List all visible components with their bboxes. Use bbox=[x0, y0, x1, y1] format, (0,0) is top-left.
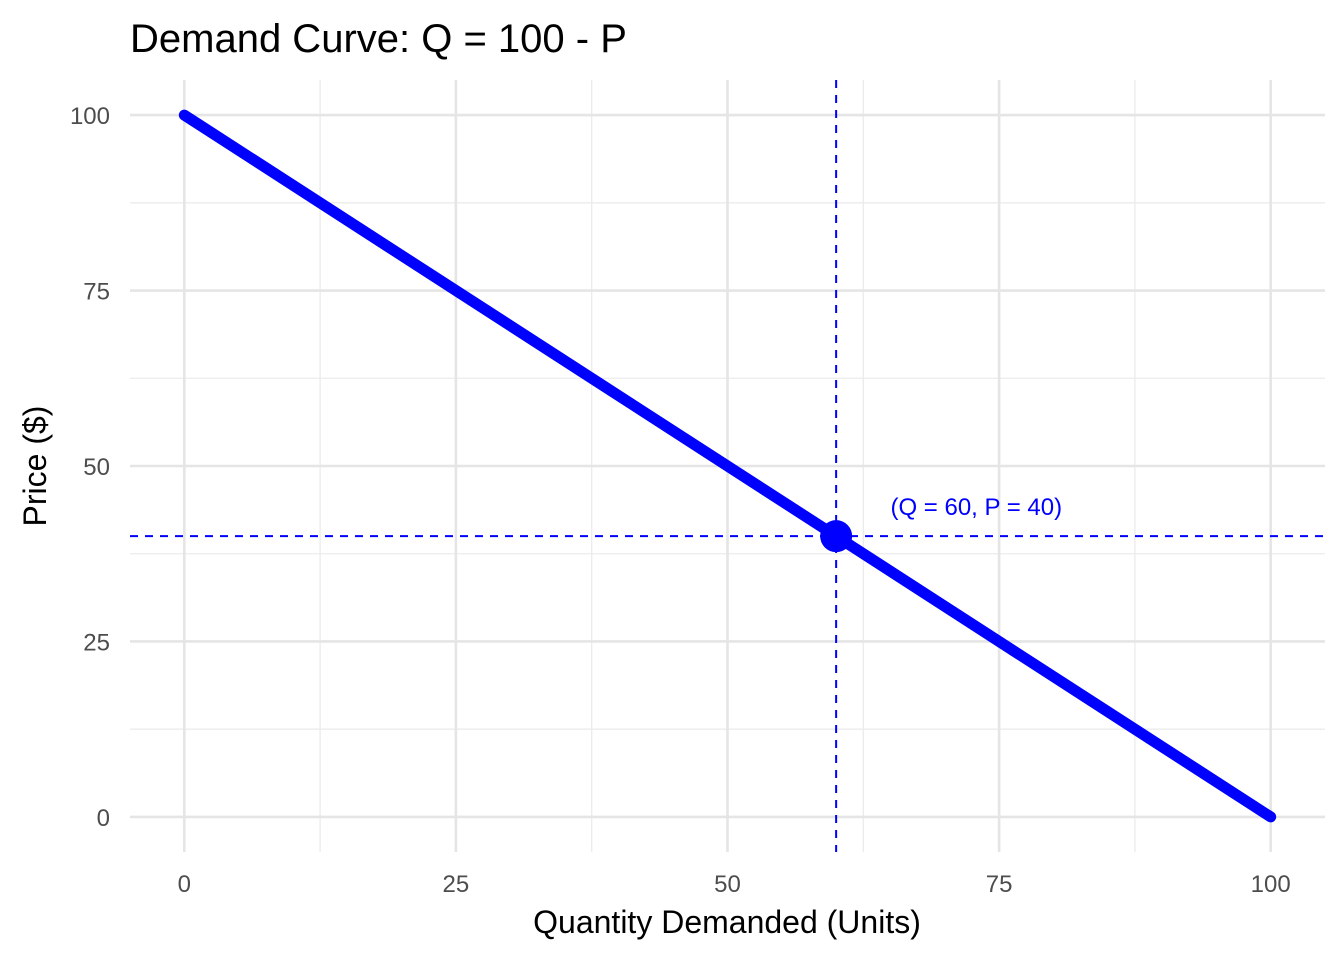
x-tick-label: 0 bbox=[178, 871, 191, 898]
demand-curve-line bbox=[178, 109, 1277, 823]
x-tick-label: 75 bbox=[986, 871, 1013, 898]
y-axis-title: Price ($) bbox=[17, 406, 53, 527]
tick-labels: 0 25 50 75 100 0 25 50 75 100 bbox=[70, 103, 1291, 898]
chart-title: Demand Curve: Q = 100 - P bbox=[130, 17, 627, 61]
x-tick-label: 25 bbox=[443, 871, 470, 898]
reference-lines bbox=[130, 80, 1325, 852]
y-tick-label: 100 bbox=[70, 103, 110, 130]
x-axis-title: Quantity Demanded (Units) bbox=[533, 904, 921, 940]
series-layer bbox=[178, 109, 1277, 823]
y-tick-label: 0 bbox=[97, 805, 110, 832]
equilibrium-annotation: (Q = 60, P = 40) bbox=[890, 494, 1062, 521]
x-tick-label: 100 bbox=[1251, 871, 1291, 898]
equilibrium-point bbox=[820, 520, 853, 553]
major-gridlines bbox=[130, 80, 1325, 852]
y-tick-label: 50 bbox=[83, 454, 110, 481]
y-tick-label: 75 bbox=[83, 279, 110, 306]
y-tick-label: 25 bbox=[83, 629, 110, 656]
x-tick-label: 50 bbox=[714, 871, 741, 898]
